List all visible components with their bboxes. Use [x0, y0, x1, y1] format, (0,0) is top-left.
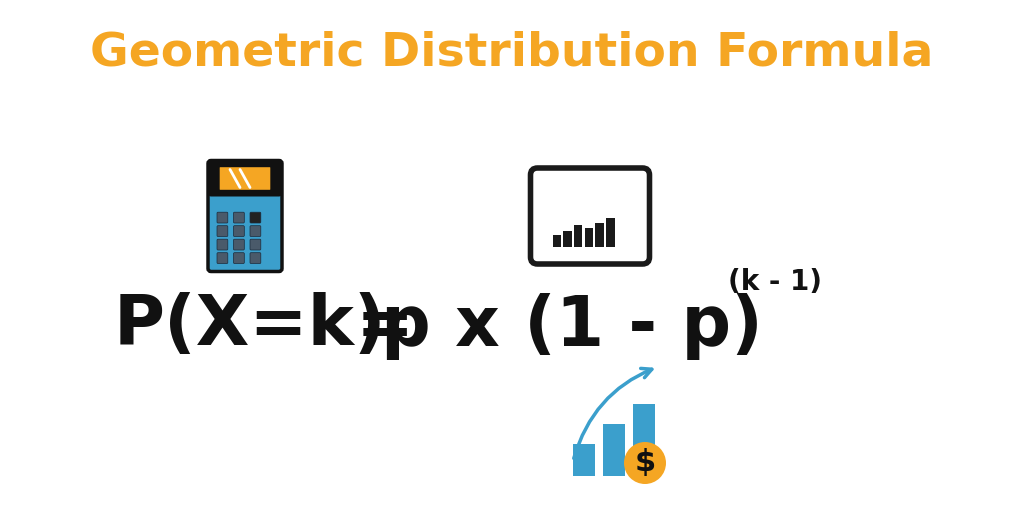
Text: (k - 1): (k - 1): [728, 268, 822, 296]
FancyBboxPatch shape: [250, 212, 261, 223]
Bar: [563, 231, 571, 247]
FancyBboxPatch shape: [208, 160, 282, 271]
Bar: [606, 218, 614, 247]
FancyBboxPatch shape: [217, 212, 227, 223]
Bar: [633, 404, 655, 476]
FancyBboxPatch shape: [208, 160, 282, 197]
Bar: [553, 236, 561, 247]
FancyBboxPatch shape: [250, 226, 261, 237]
Circle shape: [624, 442, 666, 484]
Bar: [573, 444, 595, 476]
Text: $: $: [635, 449, 655, 478]
FancyBboxPatch shape: [217, 252, 227, 264]
Bar: [573, 225, 583, 247]
FancyBboxPatch shape: [233, 212, 245, 223]
FancyBboxPatch shape: [219, 167, 271, 190]
Bar: [585, 228, 593, 247]
FancyBboxPatch shape: [250, 239, 261, 250]
FancyBboxPatch shape: [250, 252, 261, 264]
Text: Geometric Distribution Formula: Geometric Distribution Formula: [90, 31, 934, 76]
FancyBboxPatch shape: [233, 252, 245, 264]
FancyBboxPatch shape: [233, 239, 245, 250]
Text: P(X=k): P(X=k): [114, 292, 386, 359]
FancyBboxPatch shape: [233, 226, 245, 237]
FancyBboxPatch shape: [217, 239, 227, 250]
FancyBboxPatch shape: [530, 168, 649, 264]
Bar: [603, 424, 625, 476]
Text: =: =: [356, 292, 414, 359]
Bar: [595, 222, 604, 247]
Text: p x (1 - p): p x (1 - p): [381, 292, 763, 359]
FancyBboxPatch shape: [217, 226, 227, 237]
